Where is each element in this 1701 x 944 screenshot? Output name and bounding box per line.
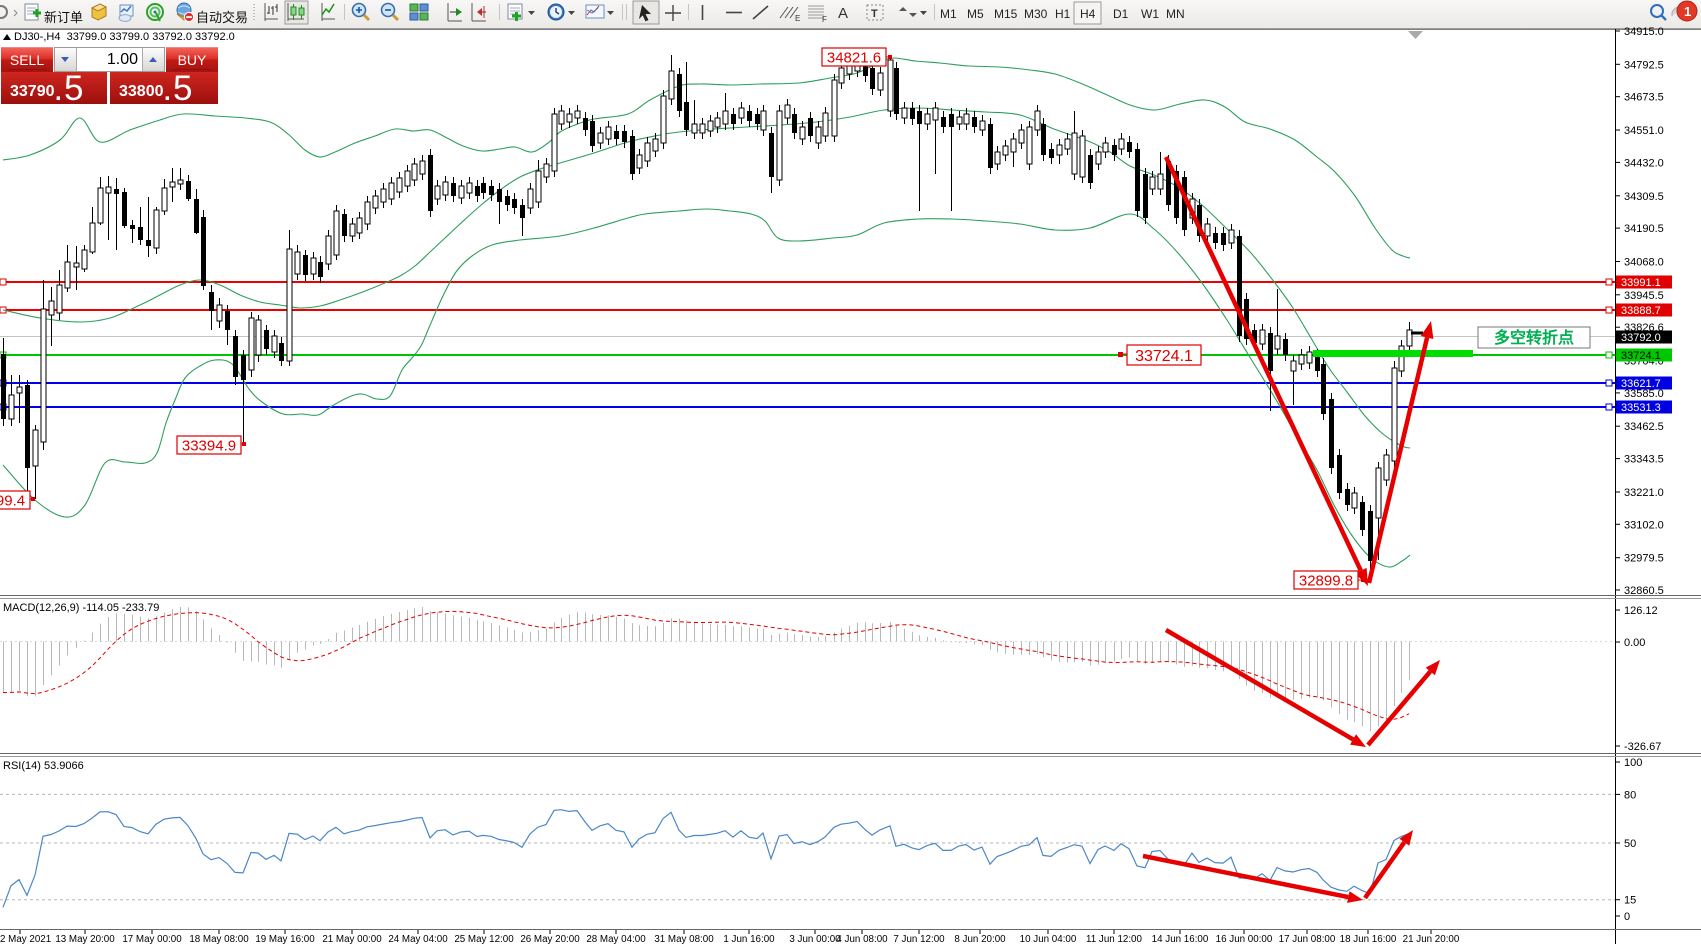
svg-text:17 May 00:00: 17 May 00:00 <box>122 934 182 944</box>
svg-text:1 Jun 16:00: 1 Jun 16:00 <box>723 934 775 944</box>
svg-text:多空转折点: 多空转折点 <box>1494 328 1574 347</box>
svg-text:28 May 04:00: 28 May 04:00 <box>586 934 646 944</box>
svg-text:21 Jun 20:00: 21 Jun 20:00 <box>1403 934 1460 944</box>
svg-text:32899.8: 32899.8 <box>1299 572 1353 589</box>
svg-text:34309.5: 34309.5 <box>1624 191 1664 203</box>
svg-text:33945.5: 33945.5 <box>1624 290 1664 302</box>
svg-text:T: T <box>871 8 878 20</box>
svg-text:34673.5: 34673.5 <box>1624 92 1664 104</box>
svg-text:32860.5: 32860.5 <box>1624 585 1664 597</box>
svg-text:26 May 20:00: 26 May 20:00 <box>520 934 580 944</box>
svg-text:3 Jun 00:00: 3 Jun 00:00 <box>789 934 841 944</box>
svg-text:33585.0: 33585.0 <box>1624 388 1664 400</box>
svg-text:8 Jun 20:00: 8 Jun 20:00 <box>954 934 1006 944</box>
svg-text:16 Jun 00:00: 16 Jun 00:00 <box>1216 934 1273 944</box>
svg-text:19 May 16:00: 19 May 16:00 <box>255 934 315 944</box>
svg-text:11 Jun 12:00: 11 Jun 12:00 <box>1086 934 1142 944</box>
svg-text:0: 0 <box>1624 911 1630 923</box>
svg-text:50: 50 <box>1624 838 1636 850</box>
svg-text:33991.1: 33991.1 <box>1621 277 1661 289</box>
svg-text:33462.5: 33462.5 <box>1624 421 1664 433</box>
svg-text:0.00: 0.00 <box>1624 637 1645 649</box>
svg-text:33724.1: 33724.1 <box>1135 348 1193 365</box>
svg-text:7 Jun 12:00: 7 Jun 12:00 <box>893 934 945 944</box>
svg-text:4 Jun 08:00: 4 Jun 08:00 <box>836 934 888 944</box>
svg-text:34068.0: 34068.0 <box>1624 257 1664 269</box>
svg-text:A: A <box>838 5 848 22</box>
svg-text:E: E <box>795 14 800 23</box>
svg-text:34821.6: 34821.6 <box>827 49 881 66</box>
svg-text:34432.0: 34432.0 <box>1624 157 1664 169</box>
svg-text:34551.0: 34551.0 <box>1624 125 1664 137</box>
svg-text:33343.5: 33343.5 <box>1624 454 1664 466</box>
svg-text:80: 80 <box>1624 789 1636 801</box>
svg-text:17 Jun 08:00: 17 Jun 08:00 <box>1279 934 1336 944</box>
svg-text:32979.5: 32979.5 <box>1624 553 1664 565</box>
svg-text:MACD(12,26,9) -114.05 -233.79: MACD(12,26,9) -114.05 -233.79 <box>3 602 159 614</box>
svg-text:33724.1: 33724.1 <box>1621 350 1661 362</box>
svg-text:126.12: 126.12 <box>1624 605 1658 617</box>
svg-text:13 May 20:00: 13 May 20:00 <box>55 934 115 944</box>
svg-text:-326.67: -326.67 <box>1624 741 1661 753</box>
svg-text:33621.7: 33621.7 <box>1621 378 1661 390</box>
svg-text:33394.9: 33394.9 <box>182 437 236 454</box>
svg-text:34190.5: 34190.5 <box>1624 223 1664 235</box>
svg-text:15: 15 <box>1624 895 1636 907</box>
svg-text:10 Jun 04:00: 10 Jun 04:00 <box>1020 934 1077 944</box>
svg-text:24 May 04:00: 24 May 04:00 <box>388 934 448 944</box>
svg-text:34792.5: 34792.5 <box>1624 59 1664 71</box>
svg-text:34915.0: 34915.0 <box>1624 26 1664 38</box>
svg-text:18 Jun 16:00: 18 Jun 16:00 <box>1340 934 1397 944</box>
svg-text:33199.4: 33199.4 <box>0 492 25 509</box>
svg-text:33102.0: 33102.0 <box>1624 519 1664 531</box>
svg-text:33531.3: 33531.3 <box>1621 402 1661 414</box>
svg-text:14 Jun 16:00: 14 Jun 16:00 <box>1152 934 1209 944</box>
svg-text:31 May 08:00: 31 May 08:00 <box>654 934 714 944</box>
svg-text:100: 100 <box>1624 757 1642 769</box>
svg-text:33888.7: 33888.7 <box>1621 305 1661 317</box>
svg-text:25 May 12:00: 25 May 12:00 <box>454 934 514 944</box>
svg-text:33792.0: 33792.0 <box>1621 332 1661 344</box>
svg-text:21 May 00:00: 21 May 00:00 <box>322 934 382 944</box>
svg-text:18 May 08:00: 18 May 08:00 <box>189 934 249 944</box>
svg-text:33221.0: 33221.0 <box>1624 487 1664 499</box>
svg-text:2 May 2021: 2 May 2021 <box>0 934 51 944</box>
svg-text:F: F <box>822 15 827 24</box>
svg-text:RSI(14) 53.9066: RSI(14) 53.9066 <box>3 760 84 772</box>
svg-text:1: 1 <box>1684 4 1691 19</box>
